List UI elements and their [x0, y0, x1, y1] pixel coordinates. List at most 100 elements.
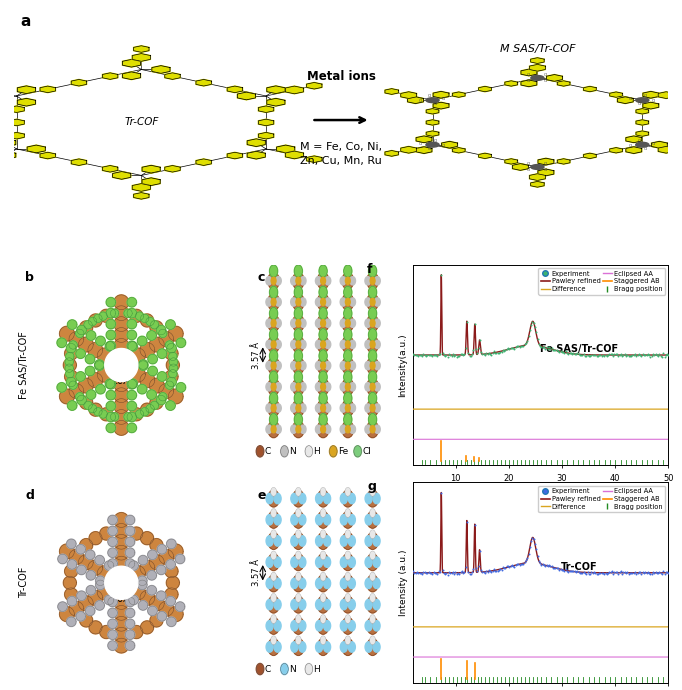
Point [663, 567, 674, 578]
Circle shape [370, 383, 375, 391]
Point [509, 344, 520, 355]
Polygon shape [98, 585, 112, 600]
Circle shape [268, 421, 280, 437]
Polygon shape [68, 320, 77, 329]
Polygon shape [9, 119, 25, 126]
Point [552, 345, 563, 356]
Point [488, 346, 499, 357]
Circle shape [317, 357, 329, 374]
Polygon shape [584, 86, 596, 92]
Point [568, 565, 579, 576]
Point [424, 350, 435, 361]
Circle shape [276, 277, 281, 285]
Circle shape [281, 446, 288, 457]
Point [464, 569, 475, 580]
Text: 10Å: 10Å [112, 377, 131, 386]
Point [487, 565, 498, 576]
Point [655, 350, 666, 361]
Point [520, 555, 531, 566]
Point [510, 559, 521, 570]
Point [473, 343, 484, 354]
Point [469, 319, 480, 330]
Polygon shape [426, 120, 439, 125]
Point [535, 340, 546, 351]
Polygon shape [521, 80, 537, 87]
Polygon shape [108, 630, 117, 640]
Circle shape [266, 383, 271, 391]
Point [478, 566, 489, 578]
Point [536, 559, 547, 570]
Circle shape [291, 578, 298, 589]
Polygon shape [426, 131, 439, 137]
Point [663, 349, 674, 360]
Polygon shape [69, 601, 84, 616]
Polygon shape [65, 347, 78, 360]
Point [450, 566, 461, 578]
Point [632, 350, 643, 361]
Point [453, 568, 464, 579]
Point [603, 350, 614, 361]
Circle shape [268, 618, 280, 634]
Circle shape [317, 618, 329, 634]
Point [413, 568, 424, 579]
Polygon shape [69, 381, 77, 389]
Point [545, 561, 556, 572]
Point [586, 349, 597, 360]
Circle shape [320, 509, 326, 518]
Polygon shape [165, 588, 178, 601]
Circle shape [367, 511, 379, 528]
Circle shape [317, 490, 329, 507]
Circle shape [365, 425, 370, 433]
Circle shape [340, 620, 347, 631]
Text: Cl: Cl [428, 94, 432, 98]
Circle shape [266, 578, 273, 589]
Polygon shape [168, 370, 177, 378]
Circle shape [344, 393, 352, 404]
Point [466, 349, 477, 360]
Circle shape [296, 341, 301, 348]
Circle shape [317, 596, 329, 613]
Point [628, 567, 639, 578]
Circle shape [291, 277, 296, 285]
Polygon shape [65, 588, 78, 601]
Polygon shape [9, 106, 25, 112]
Circle shape [268, 400, 280, 417]
Circle shape [291, 362, 296, 370]
Text: 10Å: 10Å [112, 594, 131, 604]
Circle shape [291, 642, 298, 652]
Point [484, 565, 494, 576]
Circle shape [370, 572, 376, 581]
Circle shape [325, 362, 331, 370]
Point [614, 567, 625, 578]
Point [462, 316, 473, 327]
Polygon shape [140, 343, 155, 357]
Point [447, 348, 458, 359]
Polygon shape [0, 139, 16, 146]
Point [451, 569, 462, 580]
Point [619, 566, 630, 578]
Point [593, 351, 604, 362]
Polygon shape [68, 560, 77, 569]
Point [408, 348, 419, 359]
Circle shape [350, 340, 355, 348]
Point [460, 342, 471, 353]
Circle shape [269, 350, 278, 362]
Polygon shape [134, 193, 149, 199]
Circle shape [266, 600, 273, 610]
Circle shape [345, 615, 351, 624]
Point [589, 349, 599, 360]
Polygon shape [17, 99, 35, 106]
Polygon shape [168, 389, 183, 404]
Circle shape [274, 578, 281, 589]
Polygon shape [227, 86, 243, 92]
Circle shape [276, 362, 281, 370]
Polygon shape [85, 606, 95, 615]
Polygon shape [156, 325, 166, 335]
Circle shape [317, 315, 329, 332]
Polygon shape [166, 596, 175, 606]
Circle shape [291, 620, 298, 631]
Point [657, 351, 668, 362]
Polygon shape [125, 559, 135, 569]
Point [614, 349, 625, 360]
Point [542, 343, 553, 354]
